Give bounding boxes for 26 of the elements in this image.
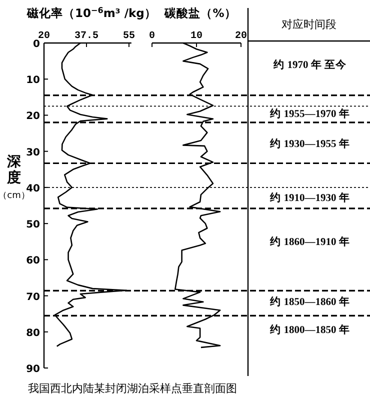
- text: 我国西北内陆某封闭湖泊采样点垂直剖面图: [28, 382, 237, 395]
- x-tick-label: 0: [148, 31, 156, 42]
- text: 约 1910—1930 年: [269, 191, 350, 204]
- chart-title: 碳酸盐（%）: [164, 6, 236, 20]
- text: 约 1970 年 至今: [272, 58, 348, 71]
- text: 约 1860—1910 年: [269, 235, 350, 248]
- y-tick-label: 60: [26, 256, 40, 267]
- text: 约 1850—1860 年: [269, 295, 350, 308]
- y-tick-label: 30: [26, 147, 40, 158]
- y-tick-label: 70: [26, 292, 40, 303]
- x-tick-label: 10: [190, 31, 203, 42]
- y-tick-label: 20: [26, 111, 40, 122]
- chart-title: 磁化率（10$^{−6}$m³ /kg）: [26, 6, 156, 20]
- x-tick-label: 20: [234, 31, 248, 42]
- text: 对应时间段: [282, 18, 336, 31]
- text: 约 1930—1955 年: [269, 137, 350, 150]
- x-tick-label: 37.5: [74, 31, 98, 42]
- x-tick-label: 55: [122, 31, 135, 42]
- y-tick-label: 10: [26, 75, 40, 86]
- text: 约 1800—1850 年: [269, 323, 350, 336]
- text: 约 1955—1970 年: [269, 107, 350, 120]
- y-tick-label: 80: [26, 328, 40, 339]
- y-tick-label: 40: [26, 183, 40, 194]
- y-tick-label: 50: [26, 220, 40, 231]
- y-tick-label: 90: [26, 364, 40, 375]
- y-tick-label: 0: [33, 39, 40, 50]
